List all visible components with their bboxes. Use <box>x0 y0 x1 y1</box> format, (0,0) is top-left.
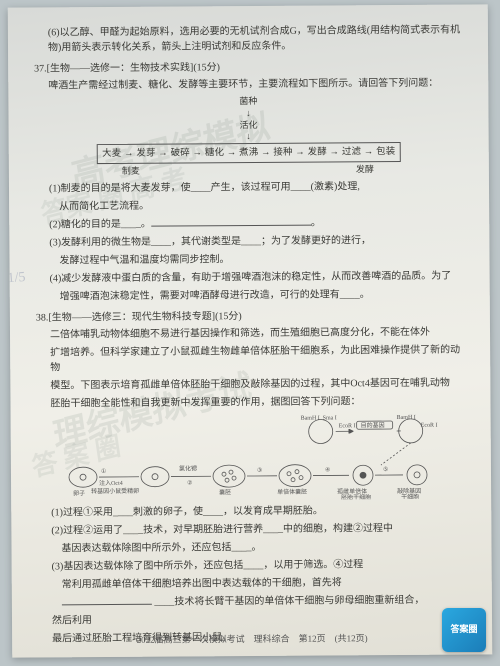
q38-1-text: (1)过程①采用____刺激的卵子，使____，以发育成早期胚胎。 <box>51 505 323 518</box>
blank <box>151 216 311 227</box>
logo-text: 答案圈 <box>450 625 477 635</box>
label-trans: 转基因小鼠受精卵 <box>91 487 139 495</box>
q38-intro2: 扩增培养。但科学家建立了小鼠孤雌生物雌单倍体胚胎干细胞系，为此困难操作提供了新的… <box>36 342 464 375</box>
blank <box>62 595 152 606</box>
q38-1: (1)过程①采用____刺激的卵子，使____，以发育成早期胚胎。 <box>37 502 465 520</box>
q37-4b-text: 增强啤酒泡沫稳定性，需要对啤酒酵母进行改造，可行的处理有____。 <box>60 289 370 302</box>
svg-text:②: ② <box>187 479 192 486</box>
q37-1b: 从而简化工艺流程。 <box>35 196 463 214</box>
svg-text:胚胎干细胞: 胚胎干细胞 <box>341 493 371 501</box>
flow-pre-2: 活化 <box>94 119 404 132</box>
svg-text:⑤: ⑤ <box>383 466 388 473</box>
q38-3b-text: 常利用孤雌单倍体干细胞培养出图中表达载体的干细胞，首先将 <box>62 577 342 590</box>
q37-2-text: (2)糖化的目的是____。 <box>49 219 151 231</box>
q37-flow-diagram: 菌种 ↓ 活化 ↓ 大麦 → 发芽 → 破碎 → 糖化 → 煮沸 → 接种 → … <box>93 95 404 179</box>
label-blast: 囊胚 <box>219 488 231 496</box>
q37-4a: (4)减少发酵液中蛋白质的含量，有助于增强啤酒泡沫的稳定性，从而改善啤酒的品质。… <box>36 268 464 286</box>
q38-3c: ____技术将长臂干基因的单倍体干细胞与卵母细胞重新组合， <box>38 592 466 610</box>
svg-text:③: ③ <box>257 467 262 474</box>
label-cell1: 卵子 <box>73 489 85 497</box>
svg-text:干细胞: 干细胞 <box>401 493 419 501</box>
q38-2b: 基因表达载体除图中所示外，还应包括____。 <box>37 538 465 556</box>
q38-intro3: 模型。下图表示培育孤雌单倍体胚胎干细胞及敲除基因的过程，其中Oct4基因可在哺乳… <box>36 375 464 393</box>
svg-text:BamH I: BamH I <box>397 415 416 421</box>
q38-intro1: 二倍体哺乳动物体细胞不易进行基因操作和筛选，而生殖细胞已高度分化，不能在体外 <box>36 324 464 342</box>
q38-diagram: BamH I Sma I EcoR I 目的基因 BamH I EcoR I 卵… <box>61 413 442 502</box>
q37-4b: 增强啤酒泡沫稳定性，需要对啤酒酵母进行改造，可行的处理有____。 <box>36 286 464 304</box>
flow-under-right: 发酵 <box>356 164 374 178</box>
svg-text:EcoR I: EcoR I <box>421 423 438 429</box>
exam-page: (6)以乙醇、甲醛为起始原料，选用必要的无机试剂合成G，写出合成路线(用结构简式… <box>8 4 493 657</box>
q38-intro4: 胚胎干细胞全能性和自我更新中发挥重要的作用，据图回答下列问题： <box>36 393 464 411</box>
q38-3c-text: ____技术将长臂干基因的单倍体干细胞与卵母细胞重新组合， <box>152 595 425 608</box>
flow-main-row: 大麦 → 发芽 → 破碎 → 糖化 → 煮沸 → 接种 → 发酵 → 过滤 → … <box>97 142 401 164</box>
flow-pre-1: 菌种 <box>93 95 403 108</box>
q37-heading: 37.[生物——选修一：生物技术实践](15分) <box>34 59 462 77</box>
q37-3a: (3)发酵利用的微生物是____，其代谢类型是____；为了发酵更好的进行， <box>35 232 463 250</box>
label-inject: 注入Oct4 <box>99 479 123 487</box>
label-sma1: Sma I <box>323 415 337 421</box>
svg-text:①: ① <box>101 468 106 475</box>
label-knock: 敲除基因 <box>397 487 421 495</box>
q37-2: (2)糖化的目的是____。。 <box>35 214 463 232</box>
q38-3: (3)基因表达载体除了图中所示外，还应包括____，以用于筛选。④过程 <box>38 556 466 574</box>
q37-1a: (1)制麦的目的是将大麦发芽，使____产生，该过程可用____(激素)处理, <box>35 178 463 196</box>
flow-pre-arrow1: ↓ <box>93 107 403 120</box>
q38-3-text: (3)基因表达载体除了图中所示外，还应包括____，以用于筛选。④过程 <box>52 559 364 572</box>
label-bamh1: BamH I <box>301 415 320 421</box>
page-footer: 2022届高三第一次模拟考试 理科综合 第12页 (共12页) <box>12 631 492 648</box>
q37-1a-text: (1)制麦的目的是将大麦发芽，使____产生，该过程可用____(激素)处理, <box>49 181 360 194</box>
q38-2: (2)过程②运用了____技术，对早期胚胎进行营养____中的细胞，构建②过程中 <box>37 520 465 538</box>
q36-part6: (6)以乙醇、甲醛为起始原料，选用必要的无机试剂合成G，写出合成路线(用结构简式… <box>34 23 462 56</box>
q38-4-text: 然后利用 <box>52 615 92 626</box>
label-act: 氯化锶 <box>179 464 197 472</box>
q38-2b-text: 基因表达载体除图中所示外，还应包括____。 <box>61 542 261 554</box>
q37-3b: 发酵过程中气温和温度均需同步控制。 <box>35 250 463 268</box>
site-logo-badge: 答案圈 <box>442 608 486 652</box>
q38-2-text: (2)过程②运用了____技术，对早期胚胎进行营养____中的细胞，构建②过程中 <box>51 523 393 536</box>
handwriting-1: 1/5 <box>8 267 27 289</box>
q38-heading: 38.[生物——选修三：现代生物科技专题](15分) <box>36 307 464 325</box>
svg-text:④: ④ <box>325 466 330 473</box>
flow-under-labels: 制麦 发酵 <box>94 163 404 179</box>
label-esc: 孤雌单倍体 <box>337 487 367 495</box>
q37-intro: 啤酒生产需经过制麦、糖化、发酵等主要环节，主要流程如下图所示。请回答下列问题： <box>34 76 462 94</box>
flow-pre-arrow2: ↓ <box>94 130 404 143</box>
label-target: 目的基因 <box>361 421 385 429</box>
q38-4: 然后利用 <box>38 610 466 628</box>
q38-3b: 常利用孤雌单倍体干细胞培养出图中表达载体的干细胞，首先将 <box>38 574 466 592</box>
label-icm: 单倍体囊胚 <box>277 488 307 496</box>
flow-under-left: 制麦 <box>122 165 140 179</box>
label-ecor1: EcoR I <box>339 423 356 429</box>
